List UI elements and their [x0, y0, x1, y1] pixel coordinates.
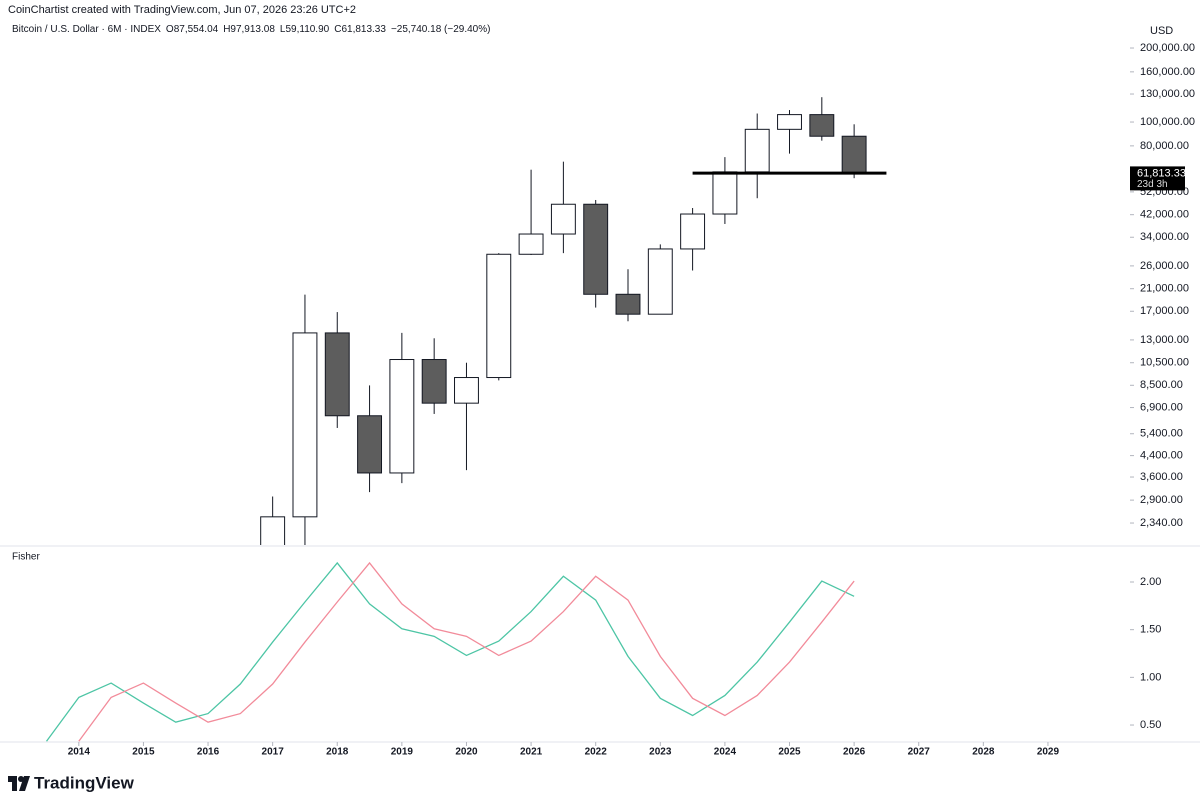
- credit: CoinChartist created with TradingView.co…: [8, 4, 357, 16]
- currency-label: USD: [1150, 25, 1173, 37]
- x-tick-label: 2016: [197, 747, 220, 758]
- y-tick-label: 6,900.00: [1140, 401, 1183, 413]
- y-tick-label: 130,000.00: [1140, 88, 1195, 100]
- indicator-line: [45, 561, 855, 742]
- legend: Bitcoin / U.S. Dollar · 6M · INDEX O87,55…: [12, 24, 495, 35]
- y-tick-label: 0.50: [1140, 719, 1161, 731]
- brand: TradingView: [34, 773, 135, 792]
- y-tick-label: 3,600.00: [1140, 471, 1183, 483]
- y-tick-label: 42,000.00: [1140, 209, 1189, 221]
- y-tick-label: 34,000.00: [1140, 231, 1189, 243]
- candle-body: [486, 253, 512, 379]
- x-tick-label: 2022: [585, 747, 608, 758]
- axes: 200,000.00 160,000.00 130,000.00 100,000.00…: [68, 42, 1195, 758]
- indicator-line: [78, 561, 855, 742]
- candle-body: [647, 248, 673, 315]
- candle-body: [292, 332, 318, 518]
- x-tick-label: 2027: [908, 747, 931, 758]
- y-tick-label: 8,500.00: [1140, 379, 1183, 391]
- y-tick-label: 2.00: [1140, 576, 1161, 588]
- ohlc: C61,813.33: [334, 24, 386, 35]
- x-tick-label: 2026: [843, 747, 866, 758]
- ohlc: H97,913.08: [223, 24, 275, 35]
- candle-body: [389, 359, 415, 474]
- x-tick-label: 2015: [132, 747, 155, 758]
- y-tick-label: 1.50: [1140, 624, 1161, 636]
- candle-body: [518, 233, 544, 255]
- candle-body: [260, 516, 286, 545]
- candle-body: [357, 415, 383, 474]
- candle-body: [744, 128, 770, 173]
- indicator-pane: [45, 561, 855, 742]
- ohlc: L59,110.90: [279, 24, 330, 35]
- x-tick-label: 2018: [326, 747, 349, 758]
- x-tick-label: 2019: [391, 747, 414, 758]
- candle-body: [841, 135, 867, 174]
- x-tick-label: 2021: [520, 747, 543, 758]
- y-tick-label: 10,500.00: [1140, 357, 1189, 369]
- y-tick-label: 160,000.00: [1140, 66, 1195, 78]
- x-tick-label: 2025: [778, 747, 801, 758]
- x-tick-label: 2029: [1037, 747, 1060, 758]
- logo-shape: [19, 776, 30, 791]
- candle-body: [550, 203, 576, 235]
- y-tick-label: 2,900.00: [1140, 494, 1183, 506]
- candle-body: [615, 293, 641, 315]
- y-tick-label: 5,400.00: [1140, 428, 1183, 440]
- y-tick-label: 17,000.00: [1140, 305, 1189, 317]
- x-tick-label: 2020: [455, 747, 478, 758]
- candle-body: [680, 213, 706, 250]
- y-tick-label: 1.00: [1140, 671, 1161, 683]
- candle-body: [712, 171, 738, 215]
- candle-body: [809, 114, 835, 137]
- price-label-box: [1130, 166, 1185, 191]
- candle-body: [454, 377, 479, 404]
- candle-body: [324, 332, 350, 417]
- x-tick-label: 2023: [649, 747, 672, 758]
- y-tick-label: 200,000.00: [1140, 42, 1195, 54]
- y-tick-label: 2,340.00: [1140, 517, 1183, 529]
- price-label: 61,813.33: [1137, 167, 1186, 179]
- x-tick-label: 2024: [714, 747, 737, 758]
- symbol: Bitcoin / U.S. Dollar · 6M · INDEX: [12, 24, 161, 35]
- y-tick-label: 4,400.00: [1140, 450, 1183, 462]
- y-tick-label: 26,000.00: [1140, 260, 1189, 272]
- candle-body: [777, 114, 802, 130]
- x-tick-label: 2028: [972, 747, 995, 758]
- x-tick-label: 2017: [262, 747, 285, 758]
- countdown: 23d 3h: [1137, 179, 1168, 190]
- candle-body: [583, 203, 609, 295]
- y-tick-label: 100,000.00: [1140, 116, 1195, 128]
- price-pane: [260, 97, 887, 545]
- y-tick-label: 80,000.00: [1140, 140, 1189, 152]
- logo-shape: [12, 776, 17, 791]
- y-tick-label: 13,000.00: [1140, 334, 1189, 346]
- ohlc: −25,740.18 (−29.40%): [390, 24, 491, 35]
- indicator-title: Fisher: [12, 552, 40, 563]
- logo: [8, 776, 30, 791]
- y-tick-label: 21,000.00: [1140, 283, 1189, 295]
- x-tick-label: 2014: [68, 747, 91, 758]
- ohlc: O87,554.04: [165, 24, 219, 35]
- candle-body: [421, 359, 447, 404]
